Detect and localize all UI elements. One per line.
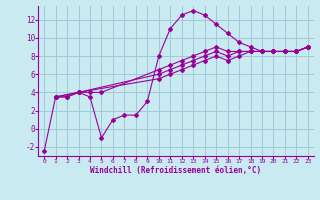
X-axis label: Windchill (Refroidissement éolien,°C): Windchill (Refroidissement éolien,°C) bbox=[91, 166, 261, 175]
